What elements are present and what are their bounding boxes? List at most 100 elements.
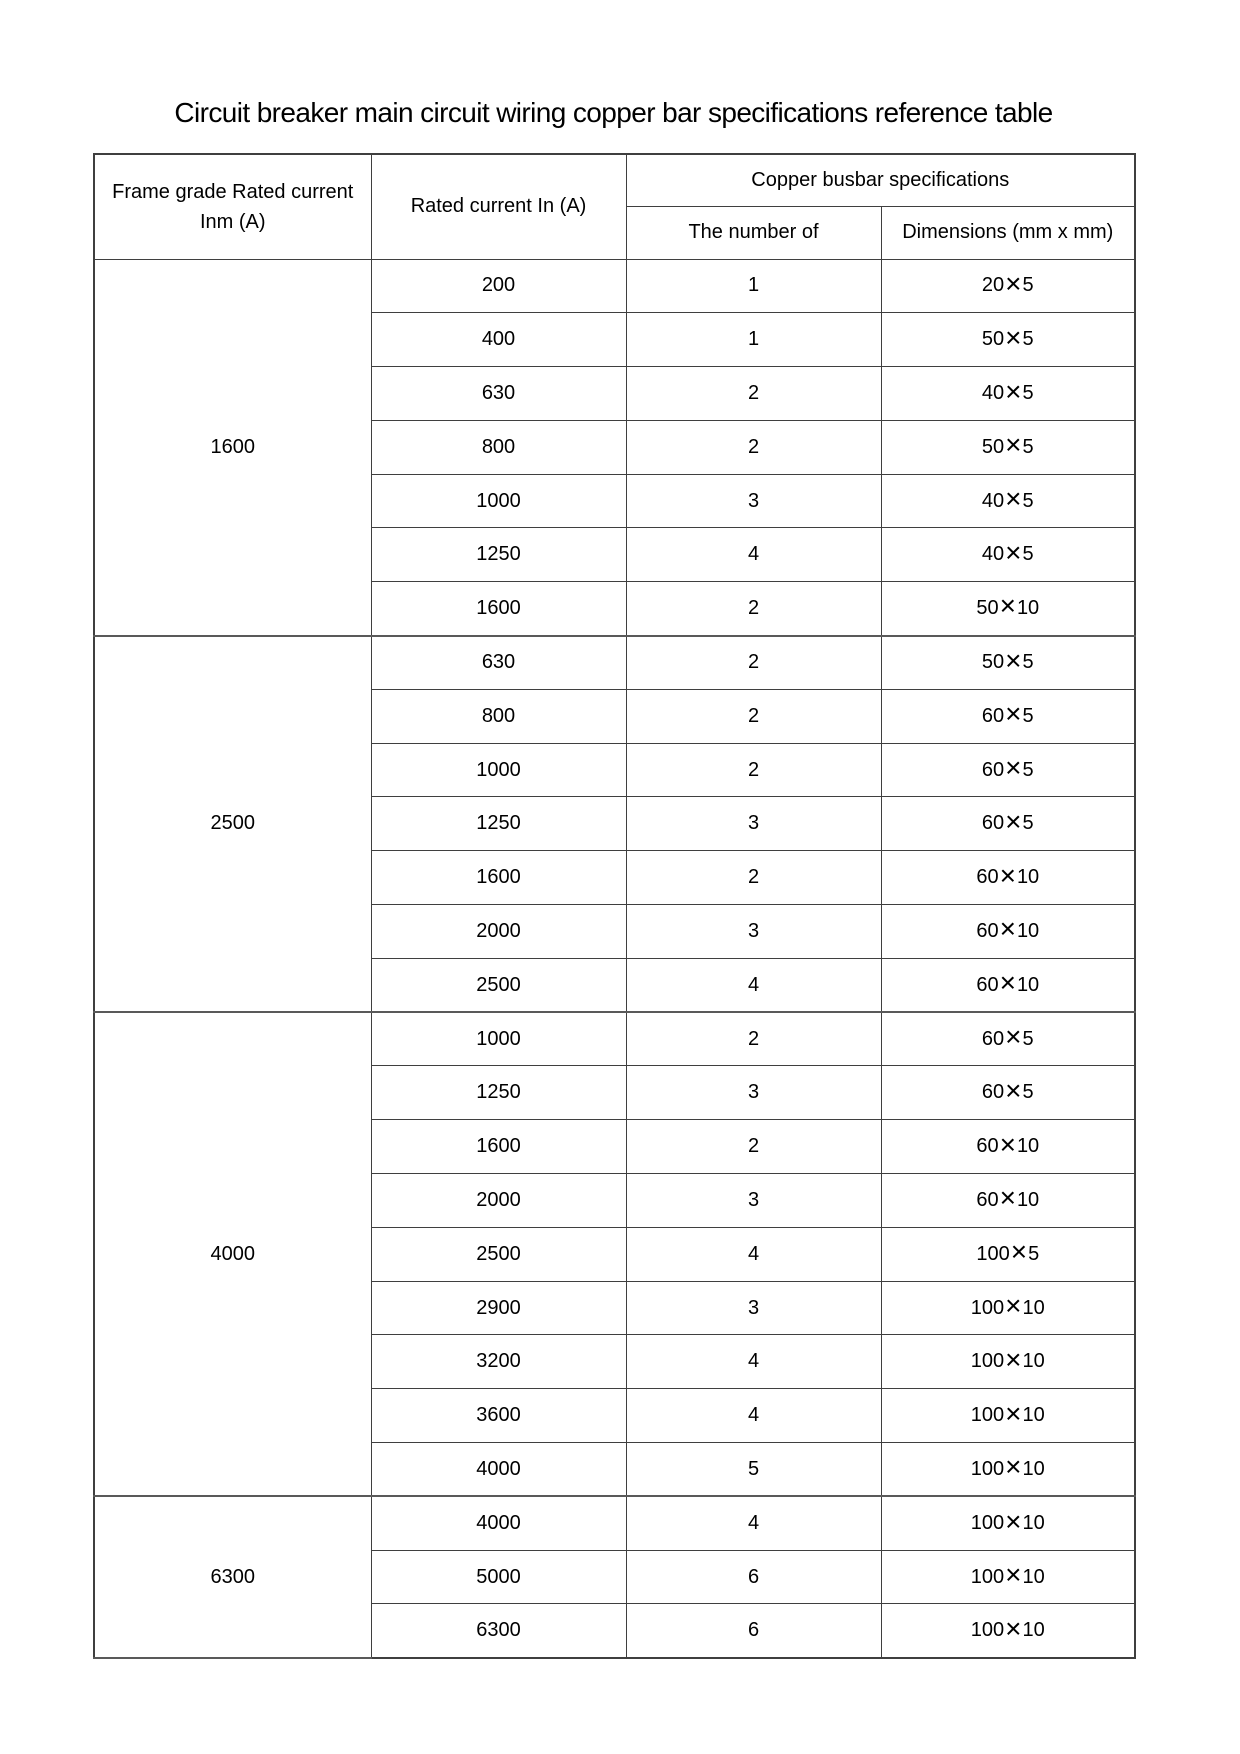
dimension-width: 100 (970, 1565, 1005, 1588)
busbar-count-cell: 2 (625, 688, 882, 744)
dimension-thickness: 5 (1022, 489, 1034, 512)
rated-current-cell: 200 (370, 258, 627, 314)
dimension-thickness: 10 (1016, 973, 1040, 996)
table-row: 3600 4 100×10 (94, 1388, 1136, 1444)
dimension-width: 60 (976, 866, 999, 889)
dimension-thickness: 10 (1016, 1135, 1040, 1158)
busbar-dimensions-cell: 50×5 (880, 419, 1136, 475)
dimension-thickness: 10 (1016, 866, 1040, 889)
busbar-dimensions-cell: 100×10 (880, 1495, 1136, 1551)
dimension-thickness: 5 (1022, 651, 1034, 674)
rated-current-cell: 400 (370, 312, 627, 368)
dimension-width: 40 (981, 543, 1005, 566)
rated-current-cell: 3200 (370, 1334, 627, 1390)
dimension-width: 50 (981, 328, 1005, 351)
busbar-specifications-header: Copper busbar specifications (625, 153, 1136, 207)
table-row: 1250 3 60×5 (94, 796, 1136, 852)
dimension-thickness: 5 (1022, 758, 1034, 781)
rated-current-cell: 1250 (370, 527, 627, 583)
dimension-width: 60 (981, 758, 1005, 781)
rated-current-cell: 2500 (370, 957, 627, 1013)
busbar-count-cell: 3 (625, 796, 882, 852)
dimension-thickness: 5 (1022, 381, 1034, 404)
dimensions-header: Dimensions (mm x mm) (880, 205, 1136, 260)
dimension-thickness: 5 (1022, 1027, 1034, 1050)
table-row: 1600 2 60×10 (94, 1119, 1136, 1175)
dimension-thickness: 10 (1022, 1296, 1045, 1319)
rated-current-cell: 630 (370, 634, 627, 690)
busbar-dimensions-cell: 100×10 (880, 1334, 1136, 1390)
page-title: Circuit breaker main circuit wiring copp… (174, 97, 1053, 128)
busbar-dimensions-cell: 60×10 (880, 957, 1136, 1013)
dimension-width: 100 (970, 1619, 1005, 1642)
busbar-dimensions-cell: 100×5 (880, 1226, 1136, 1282)
copper-bar-table: Frame grade Rated current Inm (A) Rated … (93, 153, 1137, 1659)
rated-current-cell: 800 (370, 688, 627, 744)
frame-grade-header-line1: Frame grade Rated current (112, 180, 354, 203)
dimension-width: 50 (976, 596, 999, 619)
dimension-thickness: 5 (1028, 1242, 1040, 1265)
dimension-thickness: 10 (1022, 1619, 1045, 1642)
dimension-width: 40 (981, 489, 1005, 512)
dimension-width: 40 (981, 381, 1005, 404)
table-body: 1600 200 1 20×5 400 1 50×5 630 2 40×5 800 2 50×5 1000… (93, 258, 1136, 1659)
dimension-thickness: 10 (1022, 1457, 1045, 1480)
rated-current-cell: 1600 (370, 581, 627, 637)
dimension-thickness: 5 (1022, 543, 1034, 566)
number-of-header: The number of (625, 205, 882, 260)
dimension-width: 60 (976, 919, 999, 942)
dimension-thickness: 5 (1022, 328, 1034, 351)
busbar-count-cell: 1 (625, 312, 882, 368)
dimension-thickness: 10 (1022, 1565, 1045, 1588)
table-row: 3200 4 100×10 (94, 1334, 1136, 1390)
dimension-width: 50 (981, 435, 1005, 458)
busbar-count-cell: 2 (625, 634, 882, 690)
busbar-count-cell: 3 (625, 904, 882, 959)
table-row: 1000 2 60×5 (94, 742, 1136, 798)
table-row: 800 2 60×5 (94, 688, 1136, 744)
table-row: 630 2 40×5 (94, 366, 1136, 421)
dimension-thickness: 10 (1022, 1350, 1045, 1373)
rated-current-cell: 4000 (370, 1495, 627, 1551)
busbar-count-cell: 4 (625, 1495, 882, 1551)
header-row-top: Frame grade Rated current Inm (A) Rated … (93, 153, 1136, 260)
busbar-dimensions-cell: 40×5 (880, 527, 1136, 583)
busbar-dimensions-cell: 40×5 (880, 473, 1136, 529)
rated-current-cell: 5000 (370, 1549, 627, 1605)
dimension-width: 60 (981, 704, 1005, 727)
dimension-width: 60 (976, 973, 999, 996)
dimension-thickness: 10 (1022, 1511, 1045, 1534)
frame-grade-cell: 4000 (93, 1011, 372, 1498)
busbar-count-cell: 4 (625, 527, 882, 583)
dimension-thickness: 5 (1022, 1081, 1034, 1104)
rated-current-cell: 1000 (370, 742, 627, 798)
busbar-dimensions-cell: 100×10 (880, 1603, 1136, 1659)
table-row: 2500 4 100×5 (94, 1226, 1136, 1282)
busbar-count-cell: 5 (625, 1442, 882, 1497)
busbar-count-cell: 2 (625, 581, 882, 637)
rated-current-cell: 800 (370, 419, 627, 475)
table-row: 4000 1000 2 60×5 (93, 1011, 1136, 1498)
busbar-count-cell: 6 (625, 1549, 882, 1605)
busbar-count-cell: 6 (625, 1603, 882, 1659)
frame-grade-cell: 2500 (93, 634, 372, 1014)
dimension-thickness: 5 (1022, 435, 1034, 458)
rated-current-cell: 1250 (370, 1065, 627, 1121)
rated-current-cell: 2500 (370, 1226, 627, 1282)
busbar-dimensions-cell: 60×10 (880, 904, 1136, 959)
rated-current-cell: 2000 (370, 904, 627, 959)
dimension-width: 100 (970, 1296, 1005, 1319)
busbar-dimensions-cell: 60×5 (880, 742, 1136, 798)
frame-grade-header: Frame grade Rated current Inm (A) (93, 153, 372, 260)
busbar-count-cell: 4 (625, 957, 882, 1013)
rated-current-cell: 1600 (370, 1119, 627, 1175)
table-row: 2500 4 60×10 (94, 957, 1136, 1013)
table-row: 1250 4 40×5 (94, 527, 1136, 583)
rated-current-cell: 1000 (370, 1011, 627, 1067)
dimension-width: 60 (976, 1135, 999, 1158)
dimension-width: 100 (970, 1511, 1005, 1534)
busbar-dimensions-cell: 100×10 (880, 1549, 1136, 1605)
busbar-dimensions-cell: 60×10 (880, 1119, 1136, 1175)
frame-grade-header-line2: Inm (A) (199, 210, 266, 233)
